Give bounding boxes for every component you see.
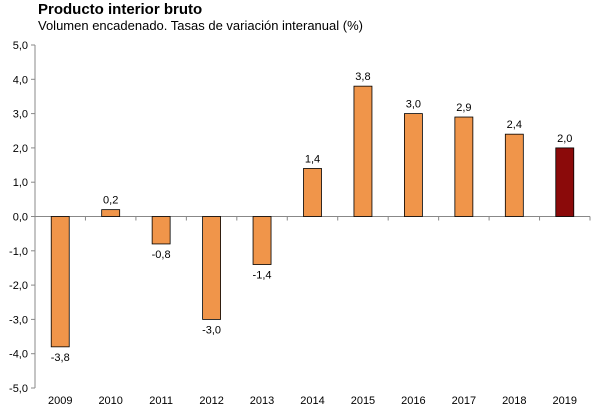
bar-2018 [504,133,524,217]
data-label-2012: -3,0 [202,324,221,336]
data-label-2011: -0,8 [152,249,171,261]
x-tick-label-2010: 2010 [98,395,122,407]
bar-2009 [50,216,70,348]
data-label-2016: 3,0 [406,99,421,111]
x-tick-label-2019: 2019 [553,395,577,407]
bar-2015 [353,85,373,217]
y-tick-label: 0,0 [13,212,28,224]
x-tick-label-2016: 2016 [401,395,425,407]
x-tick-label-2012: 2012 [199,395,223,407]
x-tick-label-2017: 2017 [452,395,476,407]
data-label-2010: 0,2 [103,195,118,207]
y-tick-label: 3,0 [13,109,28,121]
chart-title: Producto interior bruto [38,1,203,18]
data-label-2013: -1,4 [253,270,272,282]
y-tick-label: 1,0 [13,177,28,189]
bar-2013 [252,216,272,265]
x-tick-label-2013: 2013 [250,395,274,407]
bar-2010 [101,209,121,217]
y-tick-label: 2,0 [13,143,28,155]
data-label-2018: 2,4 [507,119,522,131]
x-tick-label-2015: 2015 [351,395,375,407]
chart-subtitle: Volumen encadenado. Tasas de variación i… [38,18,363,33]
axes: 5,0 4,0 3,0 2,0 1,0 0,0 -1,0 -2,0 -3,0 -4,0 -5,0 20… [9,40,591,407]
bar-2012 [202,216,221,320]
y-tick-label: -2,0 [9,280,28,292]
x-tick-label-2011: 2011 [149,395,173,407]
x-tick-label-2018: 2018 [502,395,526,407]
x-tick-label-2014: 2014 [300,395,324,407]
y-tick-label: -1,0 [9,246,28,258]
y-tick-label: 4,0 [13,74,28,86]
y-tick-label: -5,0 [9,383,28,395]
y-tick-label: -4,0 [9,349,28,361]
data-label-2014: 1,4 [305,153,320,165]
bars [50,85,575,348]
data-label-2017: 2,9 [456,102,471,114]
bar-2011 [151,216,171,245]
bar-2017 [454,116,474,217]
data-label-2019: 2,0 [557,133,572,145]
data-label-2015: 3,8 [355,71,370,83]
data-labels: -3,8 0,2 -0,8 -3,0 -1,4 1,4 3,8 3,0 2,9 2,4 2,0 [51,71,573,364]
y-tick-label: 5,0 [13,40,28,52]
y-tick-label: -3,0 [9,314,28,326]
x-tick-label-2009: 2009 [48,395,72,407]
bar-2019 [555,147,575,217]
bar-2016 [404,113,423,217]
data-label-2009: -3,8 [51,352,70,364]
bar-2014 [303,168,322,217]
